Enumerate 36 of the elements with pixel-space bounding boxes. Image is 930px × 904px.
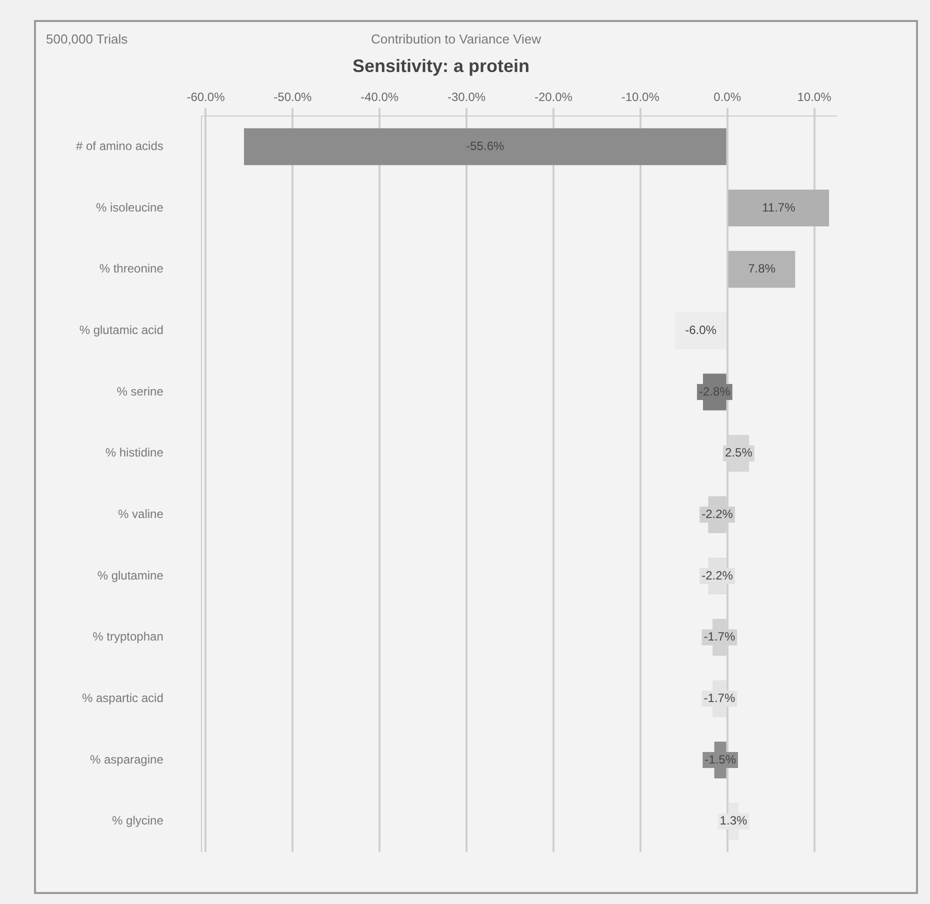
text: 500,000 Trials <box>46 32 128 47</box>
y-tick-label: % asparagine <box>90 752 164 766</box>
data-label: 11.7% <box>762 200 796 214</box>
x-tick-label: 0.0% <box>714 90 742 104</box>
x-tick-label: -20.0% <box>534 90 573 104</box>
y-tick-label: % glutamic acid <box>79 322 164 337</box>
data-label: -1.7% <box>704 630 736 644</box>
chart-title: Sensitivity: a protein <box>352 56 530 76</box>
y-tick-label: % tryptophan <box>92 630 164 644</box>
y-tick-label: % glycine <box>112 814 164 828</box>
x-tick-label: -50.0% <box>274 90 312 104</box>
data-label: -6.0% <box>685 322 717 337</box>
bar <box>244 128 726 166</box>
y-tick-label: % threonine <box>99 262 164 276</box>
data-label: 2.5% <box>725 446 753 460</box>
y-tick-label: % valine <box>118 506 164 521</box>
x-tick-label: -40.0% <box>360 90 399 104</box>
text: Contribution to Variance View <box>370 32 542 47</box>
y-tick-label: # of amino acids <box>76 138 164 153</box>
data-label: -2.2% <box>702 568 734 582</box>
data-label: -2.2% <box>702 506 734 521</box>
x-tick-label: -10.0% <box>621 90 660 104</box>
data-label: -1.7% <box>704 690 736 705</box>
y-tick-label: % serine <box>116 384 164 398</box>
y-tick-label: % glutamine <box>97 568 164 582</box>
y-tick-label: % histidine <box>105 446 164 460</box>
data-label: -55.6% <box>466 138 504 153</box>
y-tick-label: % aspartic acid <box>82 690 164 705</box>
data-label: 1.3% <box>720 814 748 828</box>
y-tick-label: % isoleucine <box>96 200 164 214</box>
x-tick-label: -60.0% <box>186 90 226 104</box>
x-tick-label: 10.0% <box>797 90 832 104</box>
x-tick-label: -30.0% <box>448 90 486 104</box>
data-label: -2.8% <box>698 384 731 398</box>
data-label: -1.5% <box>704 752 736 766</box>
data-label: 7.8% <box>748 262 776 276</box>
